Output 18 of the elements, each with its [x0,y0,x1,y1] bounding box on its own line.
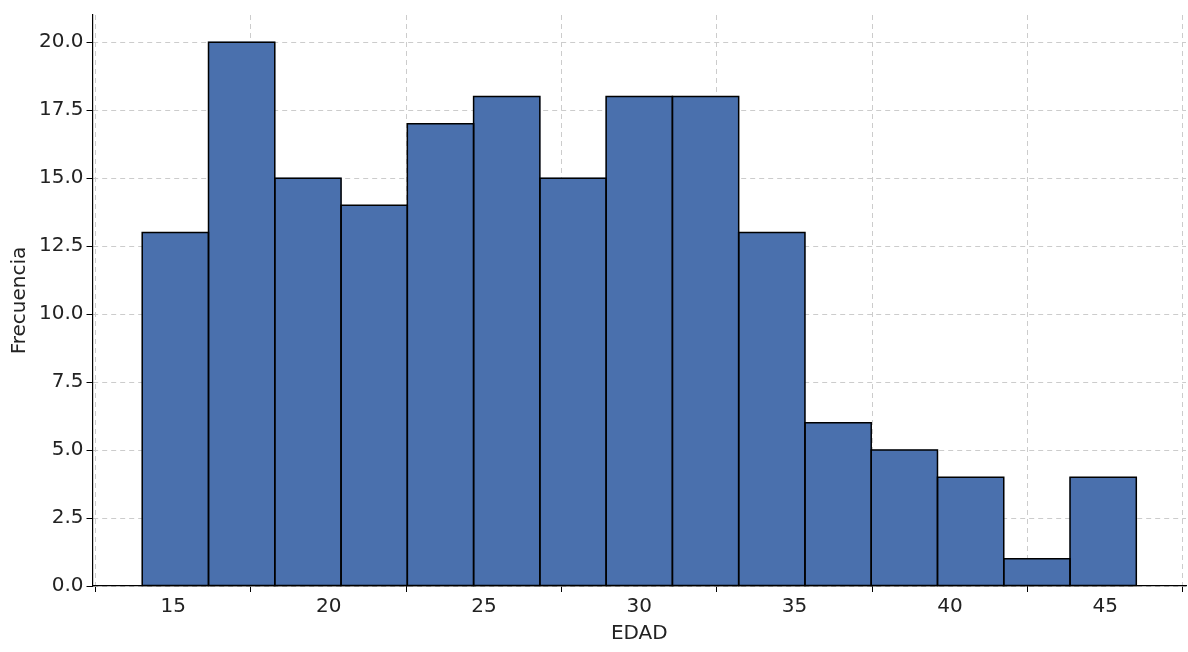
x-axis-title: EDAD [610,620,668,645]
x-tick-label: 40 [937,593,963,618]
y-tick-label: 12.5 [39,232,84,257]
y-tick-label: 0.0 [51,572,84,597]
y-tick-label: 2.5 [51,504,84,529]
x-tick-label: 45 [1092,593,1118,618]
y-tick-label: 5.0 [51,436,84,461]
x-tick-label: 30 [626,593,652,618]
x-tick-label: 25 [471,593,497,618]
x-tick-label: 20 [315,593,342,618]
y-tick-label: 7.5 [51,368,84,393]
y-tick-label: 20.0 [39,28,84,53]
y-tick-label: 17.5 [39,96,84,121]
x-tick-label: 15 [160,593,187,618]
y-tick-label: 15.0 [39,164,84,189]
y-tick-label: 10.0 [39,300,84,325]
y-axis-title: Frecuencia [6,246,31,355]
x-tick-label: 35 [781,593,808,618]
